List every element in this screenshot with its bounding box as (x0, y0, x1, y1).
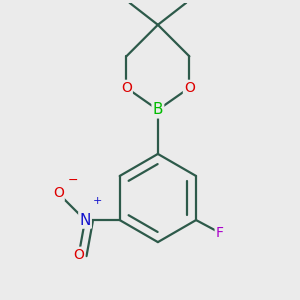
Text: O: O (184, 81, 195, 95)
Text: F: F (216, 226, 224, 240)
Text: N: N (80, 213, 91, 228)
Text: O: O (53, 186, 64, 200)
Text: +: + (93, 196, 102, 206)
Text: −: − (67, 174, 78, 187)
Text: O: O (73, 248, 84, 262)
Text: O: O (121, 81, 132, 95)
Text: B: B (153, 102, 163, 117)
